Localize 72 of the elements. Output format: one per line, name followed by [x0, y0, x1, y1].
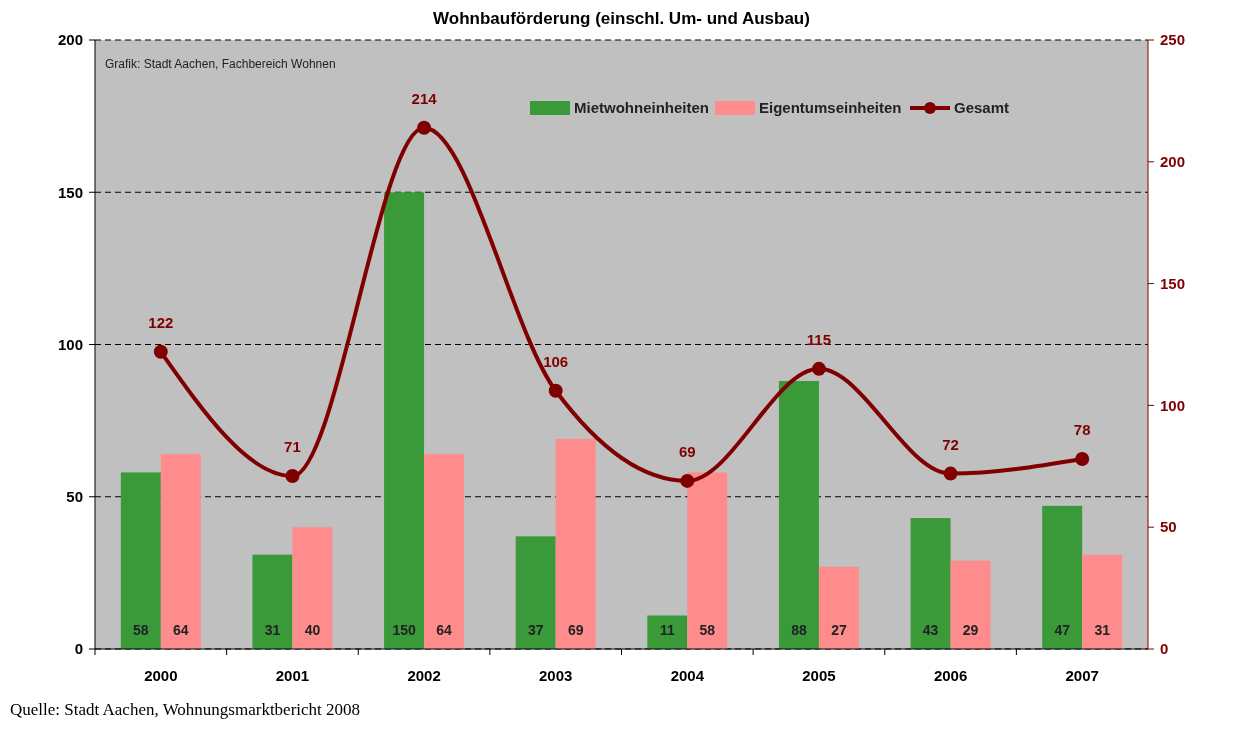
data-label: 47 — [1054, 622, 1071, 638]
data-label: 31 — [264, 622, 281, 638]
y2-tick-label: 50 — [1160, 518, 1177, 536]
data-label: 58 — [699, 622, 716, 638]
bar — [818, 566, 859, 649]
y2-tick-label: 250 — [1160, 31, 1186, 49]
bar — [950, 560, 991, 649]
y2-tick-label: 100 — [1160, 396, 1186, 414]
data-label: 29 — [962, 622, 979, 638]
point — [680, 473, 695, 488]
point — [285, 469, 300, 484]
data-label: 69 — [678, 442, 696, 460]
data-label: 214 — [411, 89, 438, 107]
bar — [555, 438, 596, 649]
bar — [1082, 554, 1123, 649]
bar — [252, 554, 293, 649]
bar — [424, 454, 465, 649]
data-label: 11 — [659, 622, 675, 638]
legend-label: Eigentumseinheiten — [759, 99, 902, 117]
data-label: 69 — [567, 622, 584, 638]
point — [1075, 451, 1090, 466]
x-tick-label: 2001 — [275, 667, 310, 684]
annotation: Grafik: Stadt Aachen, Fachbereich Wohnen — [105, 57, 336, 71]
data-label: 71 — [284, 438, 301, 456]
data-label: 115 — [806, 330, 832, 348]
data-label: 64 — [173, 622, 189, 638]
x-tick-label: 2005 — [802, 667, 836, 684]
x-tick-label: 2006 — [933, 667, 968, 684]
point — [811, 361, 826, 376]
chart-title: Wohnbauförderung (einschl. Um- und Ausbau) — [433, 9, 810, 28]
data-label: 150 — [392, 622, 416, 638]
x-tick-label: 2002 — [407, 667, 441, 684]
data-label: 122 — [148, 313, 174, 331]
bar — [687, 472, 728, 649]
data-label: 43 — [922, 622, 939, 638]
data-label: 72 — [942, 435, 959, 453]
bar — [910, 518, 951, 649]
x-tick-label: 2000 — [144, 667, 178, 684]
point — [153, 344, 168, 359]
data-label: 58 — [133, 622, 149, 638]
data-label: 78 — [1073, 420, 1091, 438]
point — [417, 120, 432, 135]
bar — [384, 192, 425, 649]
data-label: 27 — [831, 622, 847, 638]
legend-label: Gesamt — [954, 99, 1010, 117]
data-label: 88 — [791, 622, 807, 638]
y2-tick-label: 0 — [1160, 640, 1169, 658]
bar — [515, 536, 556, 649]
bar — [1042, 505, 1083, 649]
legend-label: Mietwohneinheiten — [574, 99, 709, 117]
data-label: 40 — [304, 622, 321, 638]
source-note: Quelle: Stadt Aachen, Wohnungsmarktbericht 2008 — [10, 700, 361, 719]
y-tick-label: 150 — [57, 183, 83, 201]
y-tick-label: 50 — [66, 488, 83, 505]
x-tick-label: 2003 — [539, 667, 573, 684]
x-tick-label: 2004 — [670, 667, 705, 684]
bar — [120, 472, 161, 649]
bar — [778, 381, 819, 649]
y-tick-label: 200 — [57, 31, 83, 49]
y2-tick-label: 200 — [1160, 153, 1186, 171]
x-tick-label: 2007 — [1065, 667, 1099, 684]
y-tick-label: 100 — [57, 335, 83, 353]
data-label: 37 — [527, 622, 544, 638]
y-tick-label: 0 — [74, 640, 83, 658]
bar — [292, 527, 333, 649]
bar — [160, 454, 201, 649]
data-label: 64 — [436, 622, 453, 638]
data-label: 106 — [543, 352, 569, 370]
point — [548, 383, 563, 398]
data-label: 31 — [1094, 622, 1111, 638]
point — [943, 466, 958, 481]
y2-tick-label: 150 — [1160, 274, 1186, 292]
